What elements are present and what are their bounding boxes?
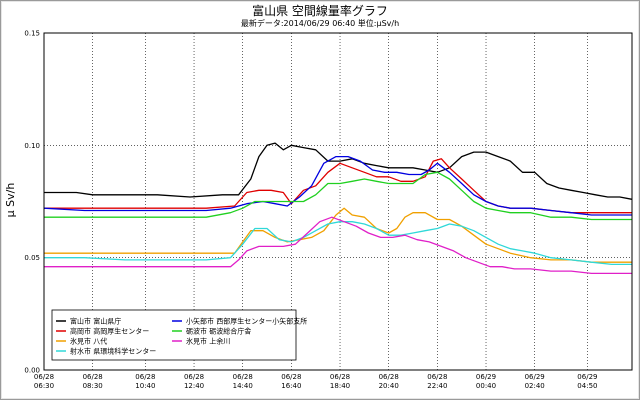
y-tick-label: 0.05 <box>24 254 40 262</box>
plot-area-border <box>43 32 633 371</box>
x-tick-time: 10:40 <box>135 382 155 390</box>
x-tick-date: 06/29 <box>476 373 496 381</box>
x-tick-date: 06/28 <box>135 373 155 381</box>
x-tick-time: 22:40 <box>427 382 447 390</box>
x-tick-time: 20:40 <box>379 382 399 390</box>
x-tick-time: 02:40 <box>525 382 545 390</box>
series-line-1 <box>44 158 632 214</box>
legend-box <box>51 309 297 361</box>
x-tick-time: 18:40 <box>330 382 350 390</box>
x-tick-date: 06/28 <box>233 373 253 381</box>
series-line-2 <box>44 207 632 263</box>
series-line-3 <box>44 221 632 266</box>
x-tick-date: 06/29 <box>577 373 597 381</box>
x-tick-time: 08:30 <box>83 382 103 390</box>
x-tick-date: 06/28 <box>281 373 301 381</box>
legend-label-4: 小矢部市 西部厚生センター小矢部支所 <box>186 317 307 326</box>
x-tick-date: 06/28 <box>427 373 447 381</box>
chart-title: 富山県 空間線量率グラフ <box>252 4 388 18</box>
legend-label-1: 高岡市 高岡厚生センター <box>70 327 149 336</box>
legend-label-5: 砺波市 砺波総合庁舎 <box>186 327 251 336</box>
y-tick-label: 0.00 <box>24 367 40 375</box>
x-tick-time: 00:40 <box>476 382 496 390</box>
x-tick-time: 16:40 <box>281 382 301 390</box>
x-tick-date: 06/29 <box>525 373 545 381</box>
y-tick-label: 0.15 <box>24 30 40 38</box>
series-layer <box>43 142 633 275</box>
legend-label-3: 射水市 県環境科学センター <box>70 347 156 356</box>
series-line-5 <box>44 171 632 221</box>
series-line-4 <box>43 155 632 216</box>
legend-label-0: 富山市 富山県庁 <box>70 317 121 326</box>
series-line-6 <box>44 216 632 275</box>
x-tick-time: 12:40 <box>184 382 204 390</box>
chart-subtitle: 最新データ:2014/06/29 06:40 単位:μSv/h <box>240 19 400 28</box>
x-tick-date: 06/28 <box>34 373 54 381</box>
y-tick-label: 0.10 <box>24 142 40 150</box>
x-tick-date: 06/28 <box>83 373 103 381</box>
series-line-0 <box>44 142 633 200</box>
y-axis-ticks: 0.00 0.05 0.10 0.15 <box>24 30 40 375</box>
x-tick-time: 04:50 <box>577 382 597 390</box>
x-axis-ticks: 06/2806:3006/2808:3006/2810:4006/2812:40… <box>34 373 598 390</box>
legend-label-6: 氷見市 上余川 <box>186 337 230 346</box>
x-tick-date: 06/28 <box>184 373 204 381</box>
x-tick-time: 14:40 <box>233 382 253 390</box>
y-axis-label: μ Sv/h <box>4 183 17 218</box>
legend-label-2: 氷見市 八代 <box>70 337 107 346</box>
x-tick-date: 06/28 <box>379 373 399 381</box>
x-tick-date: 06/28 <box>330 373 350 381</box>
x-tick-time: 06:30 <box>34 382 54 390</box>
